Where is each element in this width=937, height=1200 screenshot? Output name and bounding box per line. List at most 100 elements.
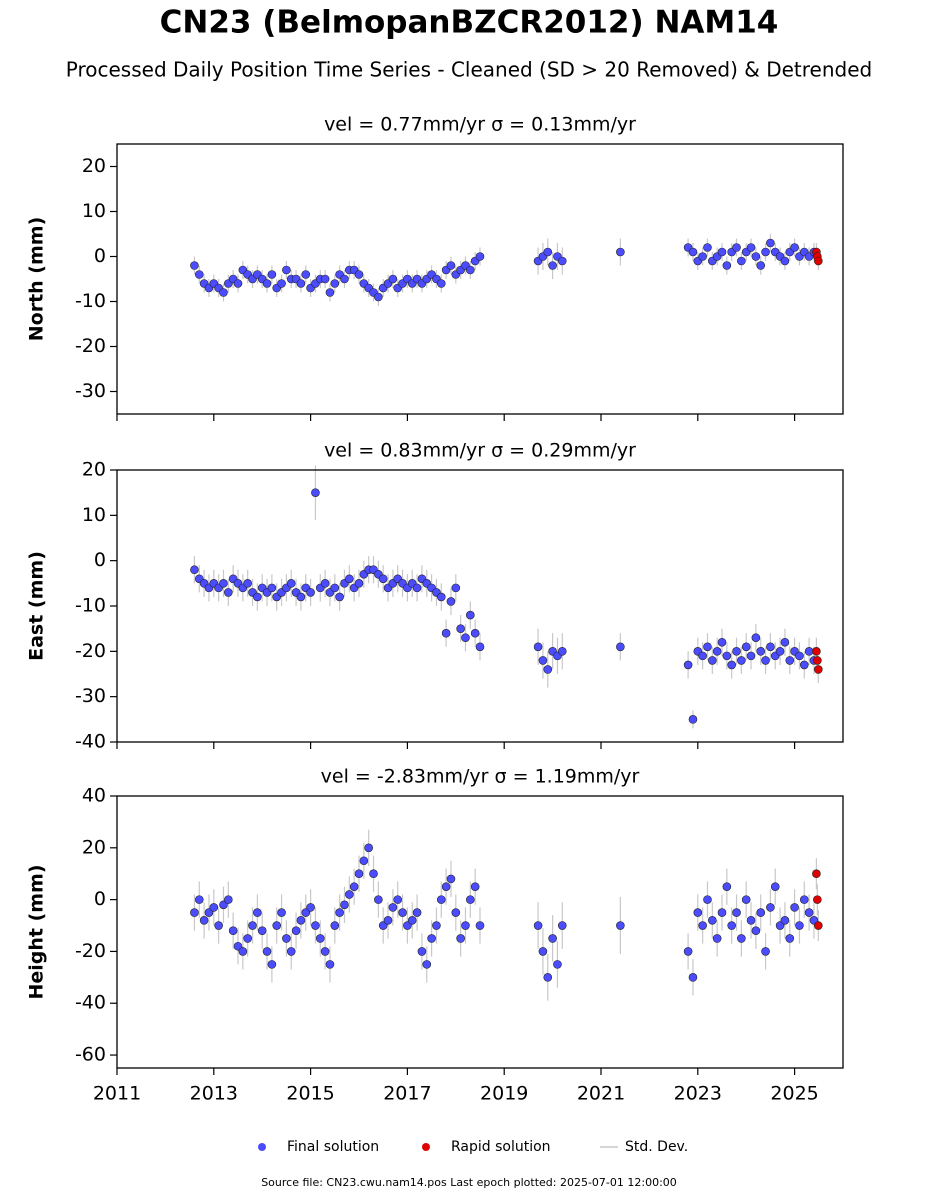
point xyxy=(785,656,795,665)
y-tick-label: -10 xyxy=(75,595,106,617)
y-tick-label: 20 xyxy=(82,155,106,177)
point xyxy=(262,279,272,288)
point xyxy=(456,934,465,943)
point xyxy=(369,869,378,879)
y-tick-label: -10 xyxy=(75,290,106,312)
point xyxy=(616,921,625,930)
point xyxy=(751,252,761,261)
point xyxy=(233,279,243,288)
point xyxy=(814,665,823,674)
point xyxy=(548,934,557,943)
point xyxy=(436,592,446,602)
point xyxy=(475,642,485,652)
point xyxy=(795,921,804,930)
point xyxy=(775,647,785,656)
point xyxy=(727,921,736,930)
point xyxy=(553,960,562,969)
point xyxy=(219,579,228,588)
y-tick-label: -20 xyxy=(75,940,106,962)
point xyxy=(441,628,451,638)
point xyxy=(219,288,228,297)
point xyxy=(722,261,732,270)
point xyxy=(190,565,199,575)
y-tick-label: -40 xyxy=(75,731,106,753)
point xyxy=(761,656,770,665)
x-tick-label: 2025 xyxy=(770,1083,818,1105)
point xyxy=(243,934,252,943)
point xyxy=(451,908,461,917)
point xyxy=(698,921,707,930)
point xyxy=(306,903,315,912)
point xyxy=(814,256,823,266)
y-axis-label: East (mm) xyxy=(26,551,48,661)
y-tick-label: -40 xyxy=(75,992,106,1014)
point xyxy=(557,647,567,656)
point xyxy=(427,934,436,943)
point xyxy=(616,642,625,652)
x-tick-label: 2017 xyxy=(383,1083,431,1105)
point xyxy=(354,270,364,279)
point xyxy=(277,279,286,288)
point xyxy=(751,633,761,643)
point xyxy=(282,265,291,275)
point xyxy=(732,908,741,917)
point xyxy=(741,895,751,904)
point xyxy=(374,292,383,302)
point xyxy=(320,274,330,284)
point xyxy=(296,279,306,288)
point xyxy=(345,574,354,584)
point xyxy=(470,882,480,891)
point xyxy=(751,926,761,936)
point xyxy=(727,660,736,670)
point xyxy=(813,656,822,665)
point xyxy=(708,656,717,665)
point xyxy=(698,252,707,261)
x-tick-label: 2011 xyxy=(93,1083,141,1105)
y-tick-label: -20 xyxy=(75,335,106,357)
points xyxy=(190,488,823,724)
point xyxy=(698,651,707,661)
point xyxy=(557,921,567,930)
point xyxy=(325,288,335,297)
point xyxy=(436,279,446,288)
y-tick-label: 20 xyxy=(82,459,106,481)
point xyxy=(243,579,252,588)
point xyxy=(330,921,340,930)
point xyxy=(746,243,756,252)
point xyxy=(224,588,233,597)
legend-label: Rapid solution xyxy=(451,1139,551,1155)
point xyxy=(359,856,369,866)
point xyxy=(722,882,732,891)
y-axis-label: North (mm) xyxy=(26,217,48,342)
y-tick-label: -60 xyxy=(75,1044,106,1066)
point xyxy=(461,921,470,930)
point xyxy=(311,488,320,497)
point xyxy=(717,637,727,647)
point xyxy=(248,921,257,930)
point xyxy=(533,921,543,930)
point xyxy=(741,642,751,652)
point xyxy=(761,947,770,956)
y-tick-label: 10 xyxy=(82,200,106,222)
plot-frame xyxy=(116,795,844,1069)
point xyxy=(272,921,282,930)
point xyxy=(780,256,790,266)
point xyxy=(737,934,746,943)
point xyxy=(543,247,553,257)
y-tick-label: -20 xyxy=(75,640,106,662)
point xyxy=(814,921,823,930)
point xyxy=(349,882,359,891)
point xyxy=(722,651,732,661)
point xyxy=(712,934,722,943)
point xyxy=(813,895,822,904)
point xyxy=(785,934,795,943)
point xyxy=(446,261,456,270)
point xyxy=(466,265,475,275)
point xyxy=(335,908,344,917)
point xyxy=(374,895,383,904)
points xyxy=(190,843,823,982)
error-bars xyxy=(193,465,819,729)
point xyxy=(267,583,277,593)
legend-label: Std. Dev. xyxy=(625,1139,688,1155)
